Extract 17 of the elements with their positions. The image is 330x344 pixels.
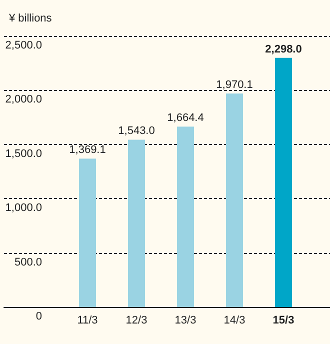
x-tick-label: 13/3 bbox=[174, 314, 196, 326]
x-tick-label: 14/3 bbox=[224, 314, 246, 326]
data-label: 1,664.4 bbox=[167, 112, 204, 124]
y-axis-title: ¥ billions bbox=[8, 12, 52, 24]
x-tick-label: 12/3 bbox=[126, 314, 148, 326]
y-tick-label: 500.0 bbox=[14, 256, 42, 268]
y-tick-label: 1,000.0 bbox=[5, 202, 42, 214]
y-tick-label: 1,500.0 bbox=[5, 148, 42, 160]
x-tick-label: 15/3 bbox=[272, 314, 294, 326]
y-tick-label: 0 bbox=[36, 310, 42, 322]
x-tick-label: 11/3 bbox=[77, 314, 98, 326]
data-label: 1,369.1 bbox=[69, 144, 106, 156]
data-label: 1,970.1 bbox=[216, 78, 253, 91]
data-label: 1,543.0 bbox=[118, 125, 155, 138]
y-tick-label: 2,500.0 bbox=[5, 40, 42, 52]
y-tick-label: 2,000.0 bbox=[5, 94, 42, 106]
data-label: 2,298.0 bbox=[265, 43, 302, 56]
